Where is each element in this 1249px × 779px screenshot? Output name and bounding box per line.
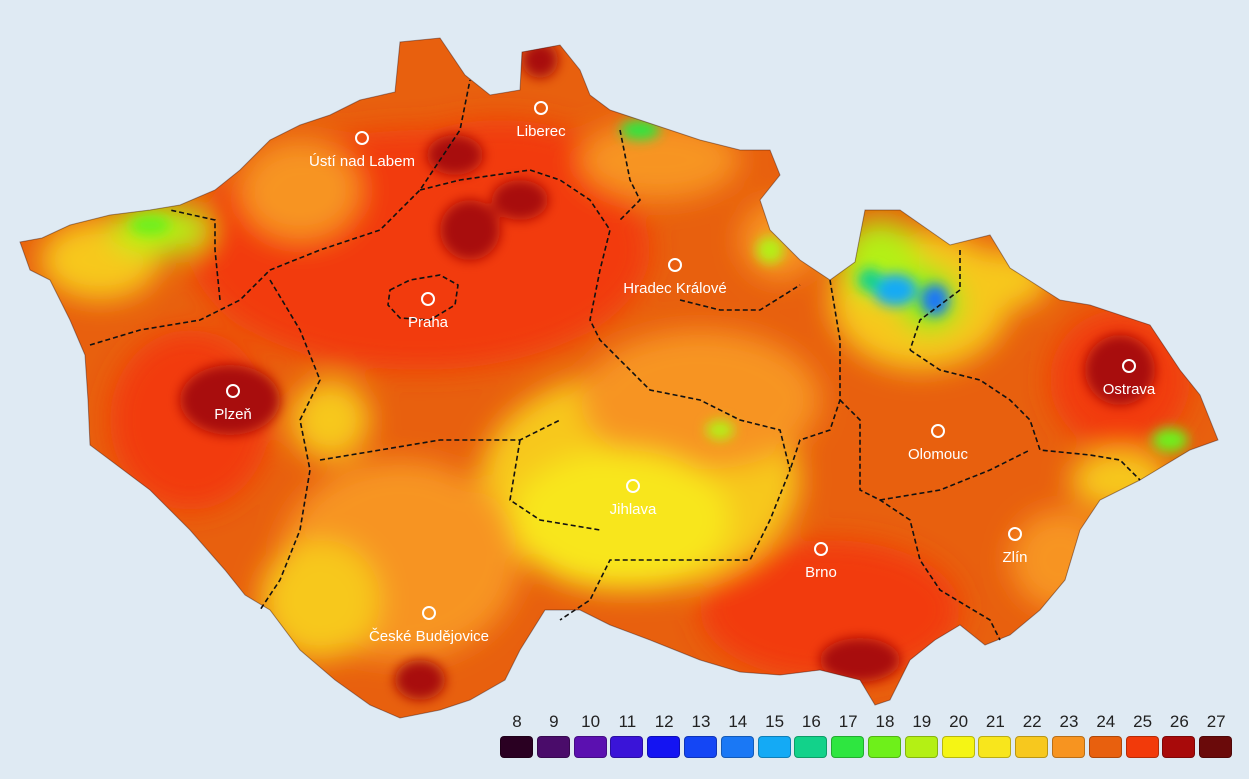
legend-color-swatch (720, 736, 754, 758)
temperature-legend: 8 9 10 11 12 13 14 15 16 17 18 19 20 21 22 23 24 25 26 27 (500, 712, 1235, 760)
legend-color-swatch (573, 736, 607, 758)
city-label-ceske: České Budějovice (369, 628, 489, 645)
legend-color-swatch (831, 736, 865, 758)
legend-color-swatch (536, 736, 570, 758)
legend-value-label: 24 (1096, 712, 1116, 731)
legend-item: 9 (536, 712, 571, 760)
legend-color-swatch (868, 736, 901, 758)
legend-value-label: 19 (912, 712, 932, 731)
city-label-ostrava: Ostrava (1103, 381, 1156, 398)
legend-item: 25 (1125, 712, 1160, 760)
legend-color-swatch (500, 736, 533, 758)
legend-item: 26 (1162, 712, 1196, 760)
legend-value-label: 27 (1206, 712, 1226, 731)
legend-item: 16 (794, 712, 828, 760)
city-marker-ostrava[interactable] (1122, 359, 1136, 373)
legend-item: 17 (831, 712, 865, 760)
legend-item: 12 (647, 712, 681, 760)
city-marker-liberec[interactable] (534, 101, 548, 115)
city-marker-ceske[interactable] (422, 606, 436, 620)
city-label-hradec: Hradec Králové (623, 280, 726, 297)
legend-item: 27 (1199, 712, 1233, 760)
legend-item: 10 (573, 712, 608, 760)
legend-value-label: 15 (765, 712, 785, 731)
legend-value-label: 23 (1059, 712, 1079, 731)
legend-value-label: 9 (549, 712, 559, 731)
legend-value-label: 10 (581, 712, 601, 731)
legend-item: 20 (941, 712, 976, 760)
city-label-plzen: Plzeň (214, 406, 252, 423)
legend-value-label: 26 (1169, 712, 1189, 731)
legend-color-swatch (1088, 736, 1122, 758)
city-label-praha: Praha (408, 314, 449, 331)
city-marker-jihlava[interactable] (626, 479, 640, 493)
city-marker-olomouc[interactable] (931, 424, 945, 438)
legend-value-label: 12 (654, 712, 674, 731)
legend-value-label: 25 (1133, 712, 1153, 731)
city-marker-usti[interactable] (355, 131, 369, 145)
city-label-olomouc: Olomouc (908, 446, 969, 463)
city-marker-plzen[interactable] (226, 384, 240, 398)
legend-color-swatch (978, 736, 1012, 758)
legend-item: 19 (904, 712, 939, 760)
city-label-liberec: Liberec (516, 123, 566, 140)
legend-color-swatch (757, 736, 791, 758)
city-label-usti: Ústí nad Labem (309, 153, 415, 170)
legend-item: 8 (500, 712, 534, 760)
city-label-brno: Brno (805, 564, 837, 581)
legend-value-label: 13 (691, 712, 711, 731)
legend-color-swatch (1162, 736, 1196, 758)
legend-value-label: 16 (801, 712, 821, 731)
legend-value-label: 14 (728, 712, 748, 731)
legend-color-swatch (794, 736, 828, 758)
city-label-jihlava: Jihlava (610, 501, 657, 518)
legend-item: 23 (1052, 712, 1086, 760)
legend-value-label: 22 (1022, 712, 1042, 731)
region-borders (89, 79, 1141, 641)
legend-color-swatch (610, 736, 644, 758)
legend-item: 14 (720, 712, 755, 760)
legend-color-swatch (941, 736, 975, 758)
legend-color-swatch (1015, 736, 1049, 758)
legend-value-label: 18 (875, 712, 895, 731)
legend-color-swatch (1052, 736, 1085, 758)
city-markers (226, 101, 1136, 620)
legend-item: 24 (1088, 712, 1123, 760)
legend-color-swatch (647, 736, 681, 758)
legend-item: 13 (684, 712, 718, 760)
city-marker-hradec[interactable] (668, 258, 682, 272)
legend-color-swatch (1125, 736, 1159, 758)
legend-item: 22 (1015, 712, 1049, 760)
legend-value-label: 8 (512, 712, 522, 731)
city-marker-praha[interactable] (421, 292, 435, 306)
city-label-zlin: Zlín (1002, 549, 1027, 566)
legend-item: 18 (868, 712, 902, 760)
city-marker-zlin[interactable] (1008, 527, 1022, 541)
legend-value-label: 21 (985, 712, 1005, 731)
legend-color-swatch (1199, 736, 1233, 758)
legend-item: 11 (610, 712, 644, 760)
legend-item: 15 (757, 712, 792, 760)
city-marker-brno[interactable] (814, 542, 828, 556)
legend-color-swatch (684, 736, 717, 758)
legend-value-label: 11 (618, 712, 637, 731)
legend-value-label: 17 (838, 712, 858, 731)
city-labels: Ústí nad Labem Liberec Hradec Králové Pr… (214, 123, 1156, 645)
legend-item: 21 (978, 712, 1012, 760)
legend-value-label: 20 (949, 712, 969, 731)
legend-color-swatch (904, 736, 938, 758)
